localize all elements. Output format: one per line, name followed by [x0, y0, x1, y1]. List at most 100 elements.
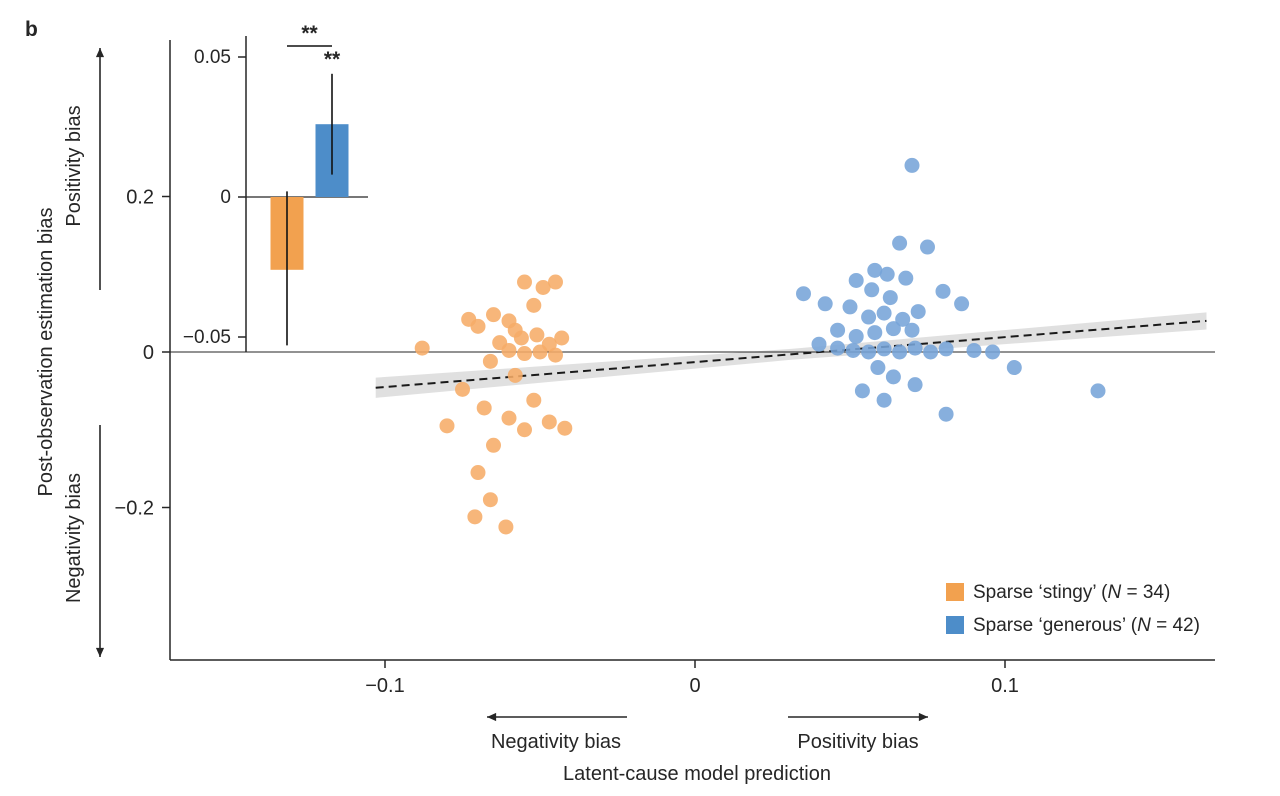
scatter-point-generous — [879, 266, 895, 282]
x-axis-title: Latent-cause model prediction — [563, 763, 831, 785]
inset-y-tick-label: 0 — [220, 187, 231, 208]
negativity-axis-arrow-arrowhead-icon — [95, 647, 105, 657]
y-positivity-label: Positivity bias — [63, 105, 85, 226]
legend-swatch-orange — [946, 583, 964, 601]
scatter-point-generous — [876, 392, 892, 408]
positivity-axis-arrow — [95, 48, 105, 290]
scatter-series-generous — [796, 157, 1106, 422]
legend-swatch-blue — [946, 616, 964, 634]
legend: Sparse ‘stingy’ (N = 34) Sparse ‘generous… — [946, 582, 1200, 636]
scatter-point-generous — [830, 322, 846, 338]
scatter-point-stingy — [526, 297, 542, 313]
scatter-point-stingy — [517, 274, 532, 290]
y-axis-title: Post-observation estimation bias — [35, 207, 57, 496]
scatter-point-generous — [842, 299, 858, 315]
scatter-point-generous — [1090, 383, 1106, 399]
x-positivity-label: Positivity bias — [797, 731, 918, 753]
inset-bar-chart: 0.05 0 −0.05 ** ** — [183, 22, 368, 352]
y-negativity-label: Negativity bias — [63, 473, 85, 603]
scatter-point-stingy — [486, 307, 501, 323]
scatter-point-stingy — [517, 346, 532, 362]
x-tick-label: 0 — [689, 675, 700, 697]
y-tick-label: −0.2 — [115, 498, 154, 520]
legend-label: Sparse ‘generous’ (N = 42) — [973, 615, 1200, 636]
scatter-point-stingy — [517, 422, 532, 438]
pairwise-significance-marker: ** — [301, 22, 318, 45]
scatter-point-generous — [898, 270, 914, 286]
scatter-point-generous — [885, 369, 901, 385]
scatter-point-stingy — [501, 342, 517, 358]
positivity-axis-arrow-arrowhead-icon — [95, 48, 105, 58]
scatter-point-generous — [938, 406, 954, 422]
scatter-point-generous — [885, 321, 901, 337]
scatter-point-generous — [920, 239, 935, 255]
scatter-point-generous — [904, 322, 920, 338]
negativity-axis-arrow — [95, 425, 105, 657]
scatter-point-stingy — [513, 330, 529, 346]
scatter-point-generous — [867, 262, 883, 278]
scatter-point-generous — [882, 290, 898, 306]
legend-label: Sparse ‘stingy’ (N = 34) — [973, 582, 1170, 603]
significance-marker: ** — [324, 48, 341, 71]
scatter-point-generous — [796, 286, 811, 302]
scatter-point-generous — [935, 283, 951, 299]
scatter-point-stingy — [498, 519, 514, 535]
scatter-point-generous — [1006, 360, 1022, 376]
scatter-point-stingy — [486, 437, 501, 453]
chart-render-layer: 0.2 0 −0.2 −0.1 0 0.1 Sparse ‘stingy’ (N = 34)… — [95, 22, 1215, 722]
scatter-point-generous — [845, 342, 861, 358]
scatter-point-generous — [848, 328, 864, 344]
scatter-point-stingy — [529, 327, 545, 343]
scatter-point-generous — [864, 282, 880, 298]
negativity-x-arrow-arrowhead-icon — [487, 712, 497, 722]
positivity-x-arrow — [788, 712, 928, 722]
scatter-point-generous — [904, 157, 920, 173]
scatter-point-generous — [867, 325, 883, 341]
scatter-point-generous — [907, 377, 923, 393]
scatter-point-stingy — [467, 509, 483, 525]
scatter-point-generous — [966, 342, 982, 358]
positivity-x-arrow-arrowhead-icon — [918, 712, 928, 722]
x-negativity-label: Negativity bias — [491, 731, 621, 753]
scatter-point-stingy — [470, 465, 486, 481]
scatter-point-stingy — [548, 347, 563, 363]
x-tick-label: −0.1 — [365, 675, 404, 697]
scatter-point-stingy — [455, 381, 470, 397]
scatter-point-stingy — [548, 274, 563, 290]
scatter-point-stingy — [526, 392, 542, 408]
scatter-point-stingy — [476, 400, 492, 416]
y-tick-label: 0.2 — [126, 187, 154, 209]
inset-y-tick-label: −0.05 — [183, 327, 231, 348]
scatter-point-generous — [861, 344, 877, 360]
scatter-point-stingy — [439, 418, 455, 434]
negativity-x-arrow — [487, 712, 627, 722]
scatter-point-stingy — [532, 344, 548, 360]
scatter-point-stingy — [541, 414, 557, 430]
scatter-point-stingy — [482, 353, 498, 369]
scatter-point-generous — [854, 383, 870, 399]
scatter-point-generous — [830, 340, 846, 356]
scatter-point-stingy — [554, 330, 570, 346]
scatter-point-generous — [892, 344, 908, 360]
scatter-point-generous — [876, 341, 892, 357]
scatter-point-generous — [985, 344, 1001, 360]
x-tick-label: 0.1 — [991, 675, 1019, 697]
regression-line — [375, 319, 1207, 389]
scatter-series-stingy — [414, 274, 573, 535]
scatter-point-generous — [876, 305, 892, 321]
scatter-point-generous — [861, 309, 877, 325]
scatter-point-generous — [895, 311, 911, 327]
scatter-point-stingy — [470, 318, 486, 334]
scatter-point-generous — [923, 344, 939, 360]
scatter-point-stingy — [535, 279, 551, 295]
scatter-point-generous — [870, 360, 886, 376]
scatter-point-generous — [817, 296, 833, 312]
inset-y-tick-label: 0.05 — [194, 47, 231, 68]
scatter-point-stingy — [501, 410, 517, 426]
scatter-point-generous — [848, 272, 864, 288]
scatter-point-stingy — [507, 367, 523, 383]
scatter-point-generous — [907, 340, 923, 356]
scatter-point-generous — [892, 235, 908, 251]
